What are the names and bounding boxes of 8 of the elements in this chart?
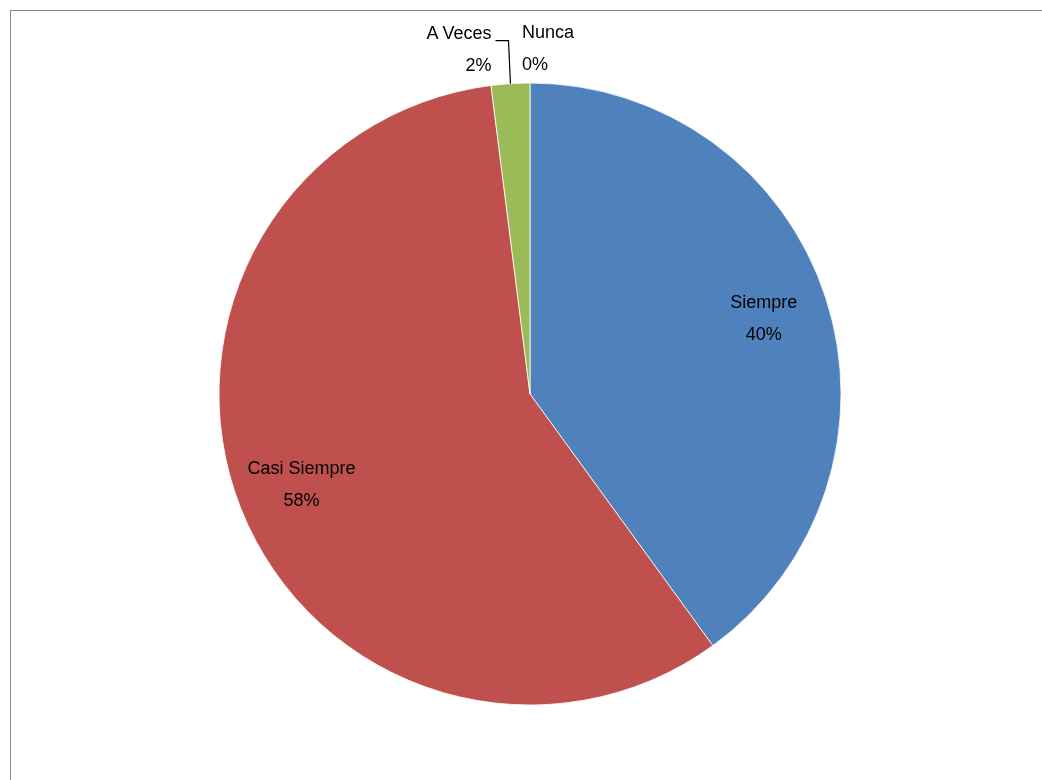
slice-label: A Veces [426, 22, 492, 43]
slice-label: Siempre [730, 292, 798, 313]
category-label: Nunca [522, 22, 575, 42]
data-label: 40% [745, 324, 782, 345]
data-label: 58% [283, 490, 320, 511]
slice-label: Casi Siempre [247, 458, 356, 479]
text: 0% [522, 54, 549, 74]
data-label: 2% [465, 54, 492, 75]
